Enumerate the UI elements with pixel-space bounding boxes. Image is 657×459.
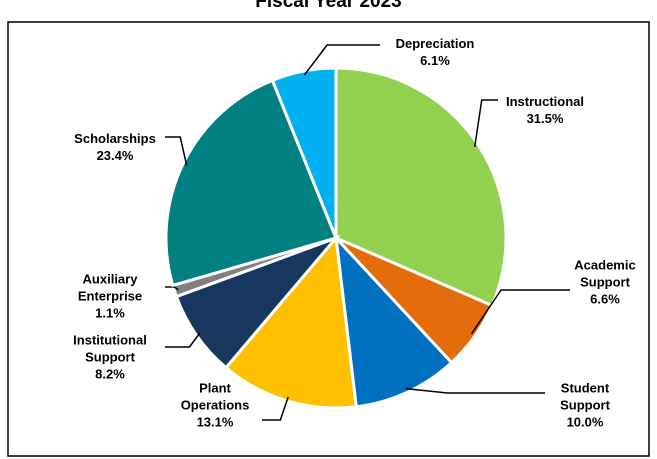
chart-border: [7, 21, 650, 457]
value-label: 1.1%: [95, 305, 125, 321]
leader-line: [165, 286, 179, 291]
leader-line: [470, 289, 570, 335]
pie-slice: [334, 66, 508, 308]
value-label: 8.2%: [95, 366, 125, 382]
data-label: Academic Support 6.6%: [545, 257, 657, 308]
category-label: Auxiliary Enterprise: [77, 271, 143, 304]
category-label: Instructional: [505, 94, 584, 109]
data-label: Auxiliary Enterprise 1.1%: [50, 271, 170, 322]
category-label: Scholarships: [74, 131, 156, 146]
leader-line: [262, 396, 289, 421]
pie-slice: [164, 78, 339, 288]
pie-slice: [270, 66, 338, 239]
data-label: Scholarships 23.4%: [55, 130, 175, 164]
data-label: Student Support 10.0%: [525, 380, 645, 431]
category-label: Plant Operations: [180, 380, 250, 413]
pie-slice: [333, 233, 454, 409]
category-label: Institutional Support: [73, 332, 147, 365]
data-label: Plant Operations 13.1%: [155, 380, 275, 431]
value-label: 23.4%: [96, 148, 134, 163]
category-label: Depreciation: [395, 36, 475, 51]
category-label: Academic Support: [574, 257, 636, 290]
leader-line: [474, 99, 498, 147]
value-label: 6.6%: [590, 291, 620, 307]
leader-line: [165, 136, 188, 166]
value-label: 31.5%: [526, 111, 564, 126]
chart-title: Fiscal Year 2023: [255, 0, 402, 12]
data-label: Institutional Support 8.2%: [50, 332, 170, 383]
value-label: 10.0%: [566, 414, 604, 430]
leader-line: [303, 44, 380, 76]
leader-line: [165, 332, 201, 348]
leader-line: [405, 387, 545, 394]
category-label: Student Support: [560, 380, 610, 413]
pie-slice: [174, 234, 341, 370]
value-label: 6.1%: [420, 53, 450, 68]
value-label: 13.1%: [196, 414, 234, 430]
data-label: Depreciation 6.1%: [375, 35, 495, 69]
data-label: Instructional 31.5%: [485, 93, 605, 127]
